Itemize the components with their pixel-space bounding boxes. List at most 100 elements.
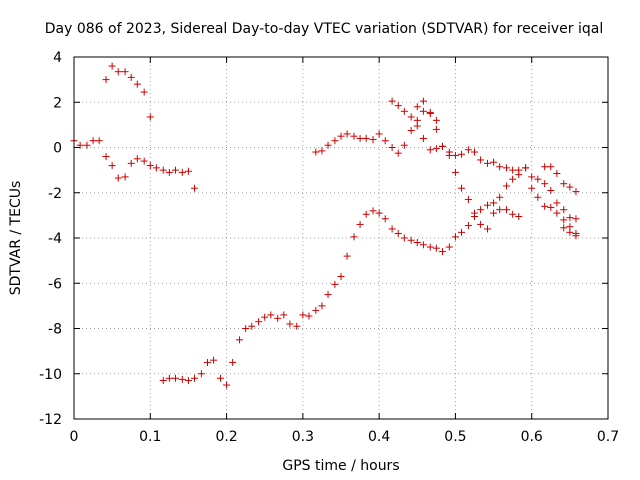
data-point-marker	[108, 162, 116, 170]
data-point-marker	[490, 199, 498, 207]
data-point-marker	[438, 142, 446, 150]
y-tick-label: 0	[53, 141, 62, 157]
data-point-marker	[76, 141, 84, 149]
data-point-marker	[509, 166, 517, 174]
data-point-marker	[490, 209, 498, 217]
data-point-marker	[419, 134, 427, 142]
data-point-marker	[400, 107, 408, 115]
data-point-marker	[503, 182, 511, 190]
data-point-marker	[419, 241, 427, 249]
data-point-marker	[184, 377, 192, 385]
data-point-marker	[509, 210, 517, 218]
data-point-marker	[299, 311, 307, 319]
x-tick-label: 0.4	[368, 429, 390, 445]
data-point-marker	[152, 164, 160, 172]
data-point-marker	[471, 209, 478, 217]
data-point-marker	[477, 220, 485, 228]
data-point-marker	[248, 322, 256, 330]
data-point-marker	[140, 157, 148, 165]
data-point-marker	[515, 166, 523, 174]
data-point-marker	[191, 374, 199, 382]
data-point-marker	[503, 164, 511, 172]
y-axis-label: SDTVAR / TECUs	[8, 181, 24, 296]
data-point-marker	[477, 206, 485, 214]
data-point-marker	[121, 173, 129, 181]
data-point-marker	[375, 209, 383, 217]
data-point-marker	[89, 137, 97, 145]
data-point-marker	[293, 322, 301, 330]
data-point-marker	[210, 356, 218, 364]
y-tick-label: -10	[39, 367, 62, 383]
data-point-marker	[204, 358, 211, 366]
data-point-marker	[432, 116, 440, 124]
data-point-marker	[274, 314, 282, 322]
data-point-marker	[419, 97, 427, 105]
data-point-marker	[451, 168, 459, 176]
data-point-marker	[127, 73, 135, 81]
y-tick-label: -12	[39, 412, 62, 428]
data-point-marker	[464, 146, 472, 154]
data-point-marker	[102, 153, 110, 161]
data-point-marker	[223, 381, 231, 389]
data-point-marker	[343, 252, 351, 260]
data-point-marker	[331, 280, 339, 288]
x-tick-label: 0.3	[292, 429, 314, 445]
data-point-marker	[369, 136, 377, 144]
data-point-marker	[165, 168, 173, 176]
y-tick-label: 2	[53, 95, 62, 111]
data-point-marker	[140, 88, 148, 96]
y-tick-label: 4	[53, 50, 62, 66]
x-tick-label: 0.5	[444, 429, 466, 445]
data-point-marker	[528, 173, 536, 181]
data-point-marker	[388, 225, 396, 233]
data-point-marker	[216, 374, 224, 382]
data-point-marker	[146, 113, 154, 121]
data-point-marker	[267, 311, 275, 319]
data-point-marker	[388, 97, 396, 105]
data-point-marker	[133, 155, 141, 163]
data-point-marker	[541, 202, 549, 210]
data-point-marker	[280, 311, 288, 319]
data-point-marker	[114, 68, 122, 76]
x-tick-label: 0.1	[139, 429, 161, 445]
data-point-marker	[553, 199, 561, 207]
data-point-marker	[369, 207, 377, 215]
data-point-marker	[458, 150, 466, 158]
y-tick-label: -8	[48, 322, 62, 338]
data-point-marker	[483, 225, 491, 233]
x-tick-label: 0	[70, 429, 79, 445]
data-point-marker	[400, 141, 408, 149]
data-point-marker	[191, 184, 199, 192]
data-point-marker	[165, 374, 173, 382]
data-point-marker	[432, 125, 440, 133]
data-point-marker	[318, 147, 326, 155]
data-point-marker	[350, 132, 358, 140]
data-point-marker	[438, 248, 446, 256]
data-point-marker	[503, 206, 511, 214]
data-point-marker	[541, 180, 549, 188]
data-point-marker	[426, 243, 434, 251]
data-point-marker	[566, 183, 574, 191]
data-point-marker	[541, 163, 549, 171]
data-point-marker	[324, 291, 332, 299]
data-point-marker	[388, 144, 396, 151]
x-tick-label: 0.2	[215, 429, 237, 445]
data-point-marker	[496, 206, 504, 214]
data-point-marker	[413, 103, 421, 111]
data-point-marker	[381, 137, 389, 145]
data-points	[70, 62, 580, 389]
data-point-marker	[184, 167, 192, 175]
data-point-marker	[362, 134, 370, 142]
data-point-marker	[178, 375, 186, 383]
data-point-marker	[547, 163, 555, 171]
data-point-marker	[337, 272, 345, 280]
data-point-marker	[356, 220, 364, 228]
chart-title: Day 086 of 2023, Sidereal Day-to-day VTE…	[45, 21, 603, 37]
data-point-marker	[146, 162, 154, 170]
data-point-marker	[312, 148, 320, 156]
data-point-marker	[560, 216, 568, 224]
data-point-marker	[242, 325, 250, 332]
data-point-marker	[350, 233, 358, 241]
data-point-marker	[528, 184, 536, 192]
data-point-marker	[255, 318, 263, 326]
